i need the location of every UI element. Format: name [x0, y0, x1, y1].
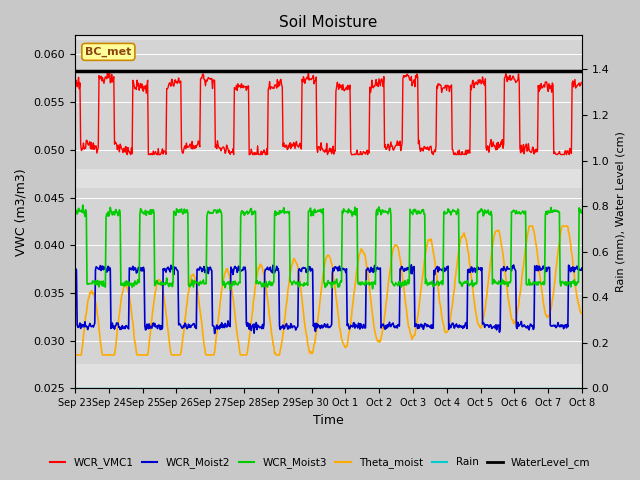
WaterLevel_cm: [81, 68, 88, 73]
Bar: [75, 40, 582, 169]
Y-axis label: VWC (m3/m3): VWC (m3/m3): [15, 168, 28, 256]
Line: WCR_VMC1: WCR_VMC1: [75, 72, 582, 155]
WCR_Moist2: [211, 325, 219, 331]
WaterLevel_cm: [390, 68, 397, 73]
WCR_VMC1: [186, 143, 193, 149]
WCR_Moist2: [211, 331, 218, 336]
Y-axis label: Rain (mm), Water Level (cm): Rain (mm), Water Level (cm): [615, 132, 625, 292]
WaterLevel_cm: [132, 68, 140, 73]
Theta_moist: [132, 349, 140, 355]
Line: WCR_Moist3: WCR_Moist3: [75, 205, 582, 289]
WCR_Moist3: [71, 207, 79, 213]
WCR_Moist2: [578, 265, 586, 271]
Title: Soil Moisture: Soil Moisture: [279, 15, 378, 30]
WCR_Moist3: [227, 287, 234, 292]
Theta_moist: [525, 223, 533, 229]
WCR_Moist3: [133, 281, 141, 287]
WCR_Moist3: [79, 202, 86, 208]
Theta_moist: [390, 245, 397, 251]
Line: Theta_moist: Theta_moist: [75, 226, 582, 355]
WaterLevel_cm: [404, 68, 412, 73]
WCR_Moist2: [184, 324, 191, 330]
Theta_moist: [81, 327, 88, 333]
WCR_Moist2: [132, 270, 140, 276]
Rain: [211, 385, 218, 391]
WCR_Moist2: [71, 269, 79, 275]
Rain: [184, 385, 191, 391]
WCR_Moist3: [185, 282, 193, 288]
WCR_VMC1: [578, 80, 586, 85]
Theta_moist: [404, 324, 412, 330]
Theta_moist: [184, 292, 191, 298]
WaterLevel_cm: [71, 68, 79, 73]
Text: BC_met: BC_met: [85, 47, 132, 57]
WCR_VMC1: [134, 83, 141, 89]
WCR_Moist2: [408, 262, 415, 268]
WCR_Moist3: [81, 214, 89, 219]
WaterLevel_cm: [578, 68, 586, 73]
WCR_Moist2: [405, 264, 413, 270]
WCR_VMC1: [406, 77, 414, 83]
WaterLevel_cm: [184, 68, 191, 73]
WCR_Moist3: [211, 207, 219, 213]
Line: WCR_Moist2: WCR_Moist2: [75, 265, 582, 334]
Theta_moist: [211, 348, 218, 354]
WCR_Moist3: [578, 210, 586, 216]
Theta_moist: [71, 352, 79, 358]
WCR_Moist2: [81, 324, 88, 330]
Bar: [75, 188, 582, 364]
Rain: [71, 385, 79, 391]
Rain: [132, 385, 140, 391]
WCR_VMC1: [124, 152, 131, 157]
Rain: [390, 385, 397, 391]
Rain: [578, 385, 586, 391]
WCR_VMC1: [81, 146, 88, 152]
WCR_Moist3: [406, 206, 414, 212]
WCR_Moist3: [391, 281, 399, 287]
WCR_VMC1: [104, 69, 111, 75]
Theta_moist: [578, 310, 586, 316]
WCR_VMC1: [212, 142, 220, 148]
WCR_Moist2: [390, 324, 398, 330]
Rain: [81, 385, 88, 391]
Rain: [404, 385, 412, 391]
WaterLevel_cm: [211, 68, 218, 73]
WCR_VMC1: [71, 83, 79, 89]
WCR_VMC1: [391, 144, 399, 150]
Legend: WCR_VMC1, WCR_Moist2, WCR_Moist3, Theta_moist, Rain, WaterLevel_cm: WCR_VMC1, WCR_Moist2, WCR_Moist3, Theta_…: [45, 453, 595, 472]
X-axis label: Time: Time: [313, 414, 344, 427]
